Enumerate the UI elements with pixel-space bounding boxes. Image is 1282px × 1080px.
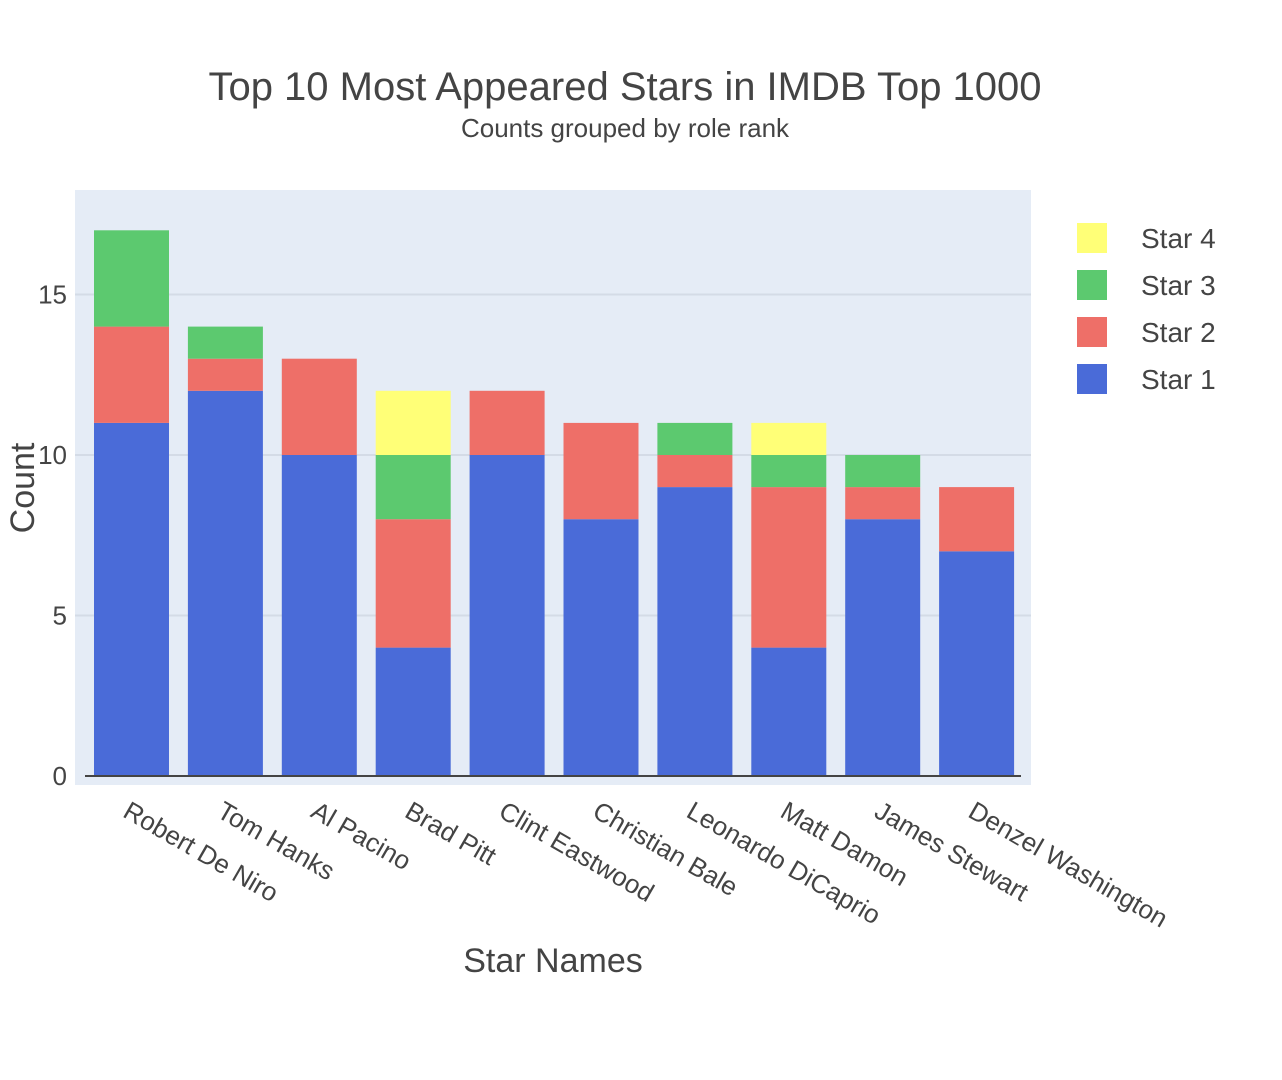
bar-star-2 <box>187 358 263 391</box>
bar-star-1 <box>939 551 1015 776</box>
bar-star-2 <box>939 487 1015 552</box>
bar-star-2 <box>751 487 827 648</box>
bar-star-3 <box>94 230 169 327</box>
legend-swatch <box>1077 364 1107 394</box>
legend-label: Star 3 <box>1141 270 1216 301</box>
bar-star-2 <box>375 519 451 648</box>
bar-star-3 <box>845 455 921 488</box>
bars <box>94 230 1015 776</box>
bar-star-3 <box>657 422 733 455</box>
legend-label: Star 4 <box>1141 223 1216 254</box>
y-axis-ticks: 0 5 10 15 <box>38 280 67 792</box>
x-tick-label: Clint Eastwood <box>494 795 659 908</box>
legend-swatch <box>1077 317 1107 347</box>
bar-star-1 <box>375 647 451 776</box>
bar-star-1 <box>845 519 921 776</box>
bar-star-2 <box>94 326 169 423</box>
bar-star-4 <box>375 390 451 455</box>
bar-star-1 <box>563 519 639 776</box>
bar-star-4 <box>751 422 827 455</box>
legend-label: Star 1 <box>1141 364 1216 395</box>
legend-swatch <box>1077 223 1107 253</box>
y-tick-label: 15 <box>38 280 67 310</box>
y-tick-label: 5 <box>53 601 67 631</box>
bar-star-3 <box>751 455 827 488</box>
legend-label: Star 2 <box>1141 317 1216 348</box>
legend: Star 4 Star 3 Star 2 Star 1 <box>1077 223 1216 395</box>
legend-swatch <box>1077 270 1107 300</box>
bar-star-1 <box>281 455 357 776</box>
y-tick-label: 10 <box>38 440 67 470</box>
bar-star-2 <box>845 487 921 520</box>
bar-star-1 <box>657 487 733 776</box>
x-tick-label: Robert De Niro <box>119 795 284 908</box>
bar-star-1 <box>187 390 263 776</box>
x-tick-label: Brad Pitt <box>400 795 502 871</box>
bar-star-3 <box>375 455 451 520</box>
bar-star-1 <box>94 422 169 776</box>
chart-subtitle: Counts grouped by role rank <box>461 113 790 143</box>
bar-star-2 <box>281 358 357 455</box>
chart-title: Top 10 Most Appeared Stars in IMDB Top 1… <box>208 65 1041 109</box>
bar-star-2 <box>469 390 545 455</box>
x-axis-title: Star Names <box>463 942 643 980</box>
bar-star-1 <box>469 455 545 776</box>
y-tick-label: 0 <box>53 761 67 791</box>
y-axis-title: Count <box>4 442 42 533</box>
bar-star-2 <box>563 422 639 520</box>
bar-star-2 <box>657 455 733 488</box>
bar-star-1 <box>751 647 827 776</box>
bar-star-3 <box>187 326 263 359</box>
